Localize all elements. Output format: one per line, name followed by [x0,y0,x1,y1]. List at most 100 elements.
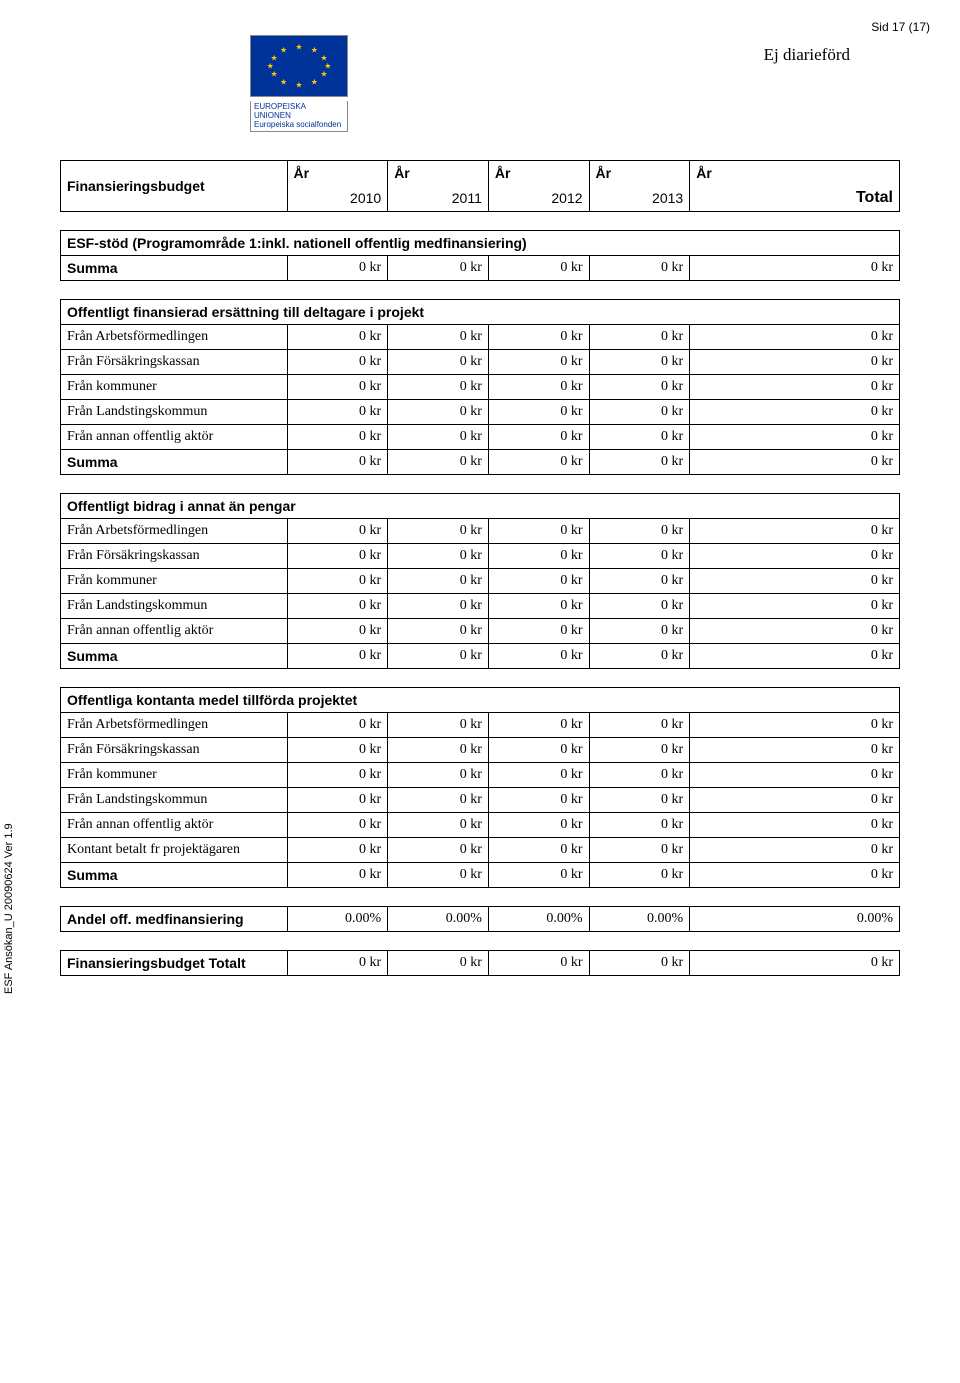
section-table: Offentligt bidrag i annat än pengarFrån … [60,493,900,669]
summa-value: 0 kr [589,863,690,888]
row-value: 0 kr [488,350,589,375]
table-row: Från annan offentlig aktör0 kr0 kr0 kr0 … [61,619,900,644]
eu-logo: ★ ★ ★ ★ ★ ★ ★ ★ ★ ★ ★ ★ EUROPEISKA UNION… [250,35,348,132]
row-value: 0 kr [589,325,690,350]
row-value: 0 kr [690,738,900,763]
row-value: 0 kr [488,519,589,544]
table-row: Från kommuner0 kr0 kr0 kr0 kr0 kr [61,763,900,788]
summa-value: 0 kr [287,450,388,475]
row-value: 0 kr [488,325,589,350]
year-label: År [287,161,388,186]
row-value: 0 kr [589,594,690,619]
row-value: 0 kr [589,713,690,738]
summa-value: 0 kr [488,863,589,888]
row-value: 0 kr [287,763,388,788]
summa-row: Summa0 kr0 kr0 kr0 kr0 kr [61,644,900,669]
eu-flag-icon: ★ ★ ★ ★ ★ ★ ★ ★ ★ ★ ★ ★ [250,35,348,97]
row-value: 0 kr [287,838,388,863]
table-row: Kontant betalt fr projektägaren0 kr0 kr0… [61,838,900,863]
andel-value: 0.00% [690,907,900,932]
row-label: Från Försäkringskassan [61,350,288,375]
section-title: Offentligt finansierad ersättning till d… [61,300,900,325]
row-value: 0 kr [388,519,489,544]
table-row: Från Försäkringskassan0 kr0 kr0 kr0 kr0 … [61,544,900,569]
row-value: 0 kr [388,350,489,375]
section-title: Offentliga kontanta medel tillförda proj… [61,688,900,713]
row-value: 0 kr [589,569,690,594]
year-value: 2012 [488,185,589,212]
row-value: 0 kr [690,325,900,350]
row-label: Från Arbetsförmedlingen [61,713,288,738]
total-value: 0 kr [589,951,690,976]
row-value: 0 kr [388,375,489,400]
row-value: 0 kr [589,813,690,838]
row-value: 0 kr [388,594,489,619]
row-value: 0 kr [388,763,489,788]
row-value: 0 kr [690,350,900,375]
andel-value: 0.00% [388,907,489,932]
total-value: 0 kr [690,951,900,976]
summa-value: 0 kr [287,256,388,281]
row-value: 0 kr [589,838,690,863]
summa-label: Summa [61,256,288,281]
row-value: 0 kr [388,738,489,763]
row-label: Från annan offentlig aktör [61,813,288,838]
row-label: Från annan offentlig aktör [61,619,288,644]
row-label: Från kommuner [61,375,288,400]
total-row: Finansieringsbudget Totalt 0 kr 0 kr 0 k… [61,951,900,976]
andel-value: 0.00% [589,907,690,932]
row-value: 0 kr [287,375,388,400]
row-value: 0 kr [589,619,690,644]
total-value: 0 kr [287,951,388,976]
year-label: År [388,161,489,186]
row-label: Från Försäkringskassan [61,544,288,569]
row-value: 0 kr [488,594,589,619]
year-label: År [589,161,690,186]
row-value: 0 kr [388,425,489,450]
summa-value: 0 kr [589,450,690,475]
row-value: 0 kr [287,425,388,450]
logo-line1: EUROPEISKA UNIONEN [254,102,306,120]
row-value: 0 kr [287,325,388,350]
row-value: 0 kr [388,569,489,594]
row-value: 0 kr [690,788,900,813]
budget-header-table: Finansieringsbudget År År År År År 2010 … [60,160,900,212]
row-label: Från kommuner [61,569,288,594]
table-row: Från Landstingskommun0 kr0 kr0 kr0 kr0 k… [61,400,900,425]
table-row: Från Landstingskommun0 kr0 kr0 kr0 kr0 k… [61,788,900,813]
summa-value: 0 kr [287,644,388,669]
row-value: 0 kr [287,350,388,375]
row-value: 0 kr [589,425,690,450]
row-value: 0 kr [589,519,690,544]
row-label: Från kommuner [61,763,288,788]
row-value: 0 kr [287,519,388,544]
footer-version: ESF Ansökan_U 20090624 Ver 1.9 [3,823,15,994]
row-value: 0 kr [690,425,900,450]
andel-row: Andel off. medfinansiering 0.00% 0.00% 0… [61,907,900,932]
row-label: Från Landstingskommun [61,788,288,813]
andel-table: Andel off. medfinansiering 0.00% 0.00% 0… [60,906,900,932]
total-value: 0 kr [488,951,589,976]
row-value: 0 kr [488,619,589,644]
table-row: Från kommuner0 kr0 kr0 kr0 kr0 kr [61,375,900,400]
row-value: 0 kr [589,544,690,569]
section-esf-table: ESF-stöd (Programområde 1:inkl. nationel… [60,230,900,281]
row-value: 0 kr [690,763,900,788]
row-value: 0 kr [690,813,900,838]
table-row: Från Försäkringskassan0 kr0 kr0 kr0 kr0 … [61,738,900,763]
summa-value: 0 kr [488,644,589,669]
summa-label: Summa [61,644,288,669]
eu-logo-text: EUROPEISKA UNIONEN Europeiska socialfond… [250,101,348,132]
row-value: 0 kr [388,838,489,863]
row-value: 0 kr [690,544,900,569]
total-value: 0 kr [388,951,489,976]
row-value: 0 kr [287,813,388,838]
row-value: 0 kr [388,400,489,425]
summa-value: 0 kr [488,256,589,281]
row-label: Från Landstingskommun [61,594,288,619]
row-value: 0 kr [488,713,589,738]
row-value: 0 kr [388,813,489,838]
diar-status: Ej diarieförd [764,45,850,65]
total-label: Finansieringsbudget Totalt [61,951,288,976]
sections-host: Offentligt finansierad ersättning till d… [60,299,900,888]
